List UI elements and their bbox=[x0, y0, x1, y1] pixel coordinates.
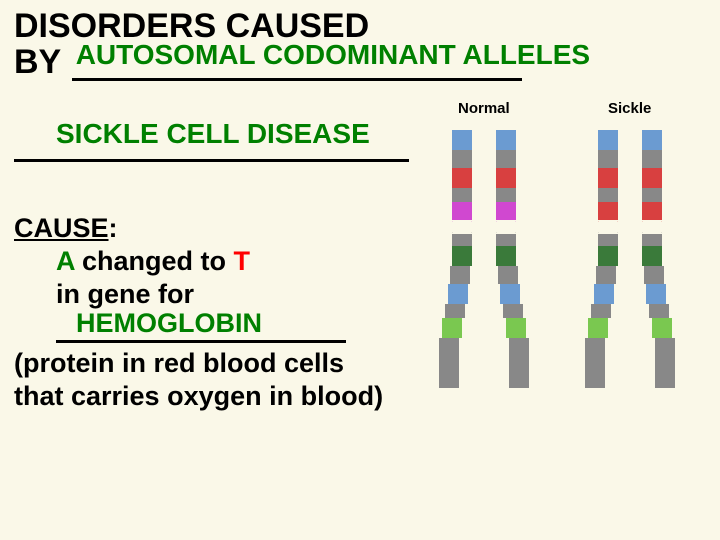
chromatid-band bbox=[500, 284, 520, 304]
title-line2: BY AUTOSOMAL CODOMINANT ALLELES bbox=[14, 43, 706, 86]
chromatid-band bbox=[496, 150, 516, 168]
hemo-text: HEMOGLOBIN bbox=[76, 307, 262, 340]
chromatid-band bbox=[596, 266, 616, 284]
cause-label: CAUSE bbox=[14, 213, 109, 243]
label-sickle: Sickle bbox=[608, 100, 651, 117]
chromatid-band bbox=[452, 188, 472, 202]
chromatid-band bbox=[496, 232, 516, 246]
centromere bbox=[450, 220, 474, 234]
chromatid-band bbox=[598, 188, 618, 202]
a-letter: A bbox=[56, 246, 75, 276]
cause-colon: : bbox=[109, 213, 118, 243]
chromatid-band bbox=[649, 304, 669, 318]
chromatid-band bbox=[496, 202, 516, 222]
chromatid-band bbox=[598, 130, 618, 150]
chromatid-band bbox=[506, 318, 526, 338]
chromatid-band bbox=[450, 266, 470, 284]
title-by: BY bbox=[14, 43, 61, 82]
chromosome-diagram: Normal Sickle bbox=[420, 100, 700, 420]
centromere bbox=[494, 220, 518, 234]
chromatid-band bbox=[594, 284, 614, 304]
chromatid-band bbox=[588, 318, 608, 338]
chromatid-band bbox=[496, 246, 516, 266]
chromatid-band bbox=[642, 246, 662, 266]
changed-to: changed to bbox=[75, 246, 234, 276]
label-normal: Normal bbox=[458, 100, 510, 117]
chromatid-band bbox=[452, 232, 472, 246]
chromatid-band bbox=[642, 150, 662, 168]
chromatid-band bbox=[642, 130, 662, 150]
chromatid-band bbox=[598, 202, 618, 222]
chromatid-band bbox=[591, 304, 611, 318]
chromatid-band bbox=[598, 232, 618, 246]
centromere bbox=[596, 220, 620, 234]
centromere bbox=[640, 220, 664, 234]
chromatid-band bbox=[598, 168, 618, 188]
chromatid-band bbox=[452, 150, 472, 168]
chromatid-band bbox=[642, 202, 662, 222]
chromatid-band bbox=[644, 266, 664, 284]
chromatid-band bbox=[439, 338, 459, 388]
chromatid-band bbox=[503, 304, 523, 318]
chromatid-band bbox=[496, 188, 516, 202]
chromatid-band bbox=[598, 150, 618, 168]
chromatid-band bbox=[598, 246, 618, 266]
chromatid-band bbox=[496, 130, 516, 150]
chromatid-band bbox=[448, 284, 468, 304]
chromatid-band bbox=[442, 318, 462, 338]
title-blank-fill: AUTOSOMAL CODOMINANT ALLELES bbox=[76, 39, 590, 71]
subtitle-fill: SICKLE CELL DISEASE bbox=[56, 118, 370, 150]
chromatid-band bbox=[445, 304, 465, 318]
chromatid-band bbox=[452, 202, 472, 222]
title-blank: AUTOSOMAL CODOMINANT ALLELES bbox=[72, 43, 522, 81]
chromatid-band bbox=[642, 232, 662, 246]
chromatid-band bbox=[452, 168, 472, 188]
chromatid-band bbox=[509, 338, 529, 388]
chromatid-band bbox=[655, 338, 675, 388]
chromatid-band bbox=[646, 284, 666, 304]
chromatid-band bbox=[642, 168, 662, 188]
t-letter: T bbox=[234, 246, 251, 276]
chromatid-band bbox=[452, 130, 472, 150]
chromatid-band bbox=[498, 266, 518, 284]
chromatid-band bbox=[652, 318, 672, 338]
chromatid-band bbox=[585, 338, 605, 388]
chromatid-band bbox=[642, 188, 662, 202]
chromatid-band bbox=[452, 246, 472, 266]
chromatid-band bbox=[496, 168, 516, 188]
